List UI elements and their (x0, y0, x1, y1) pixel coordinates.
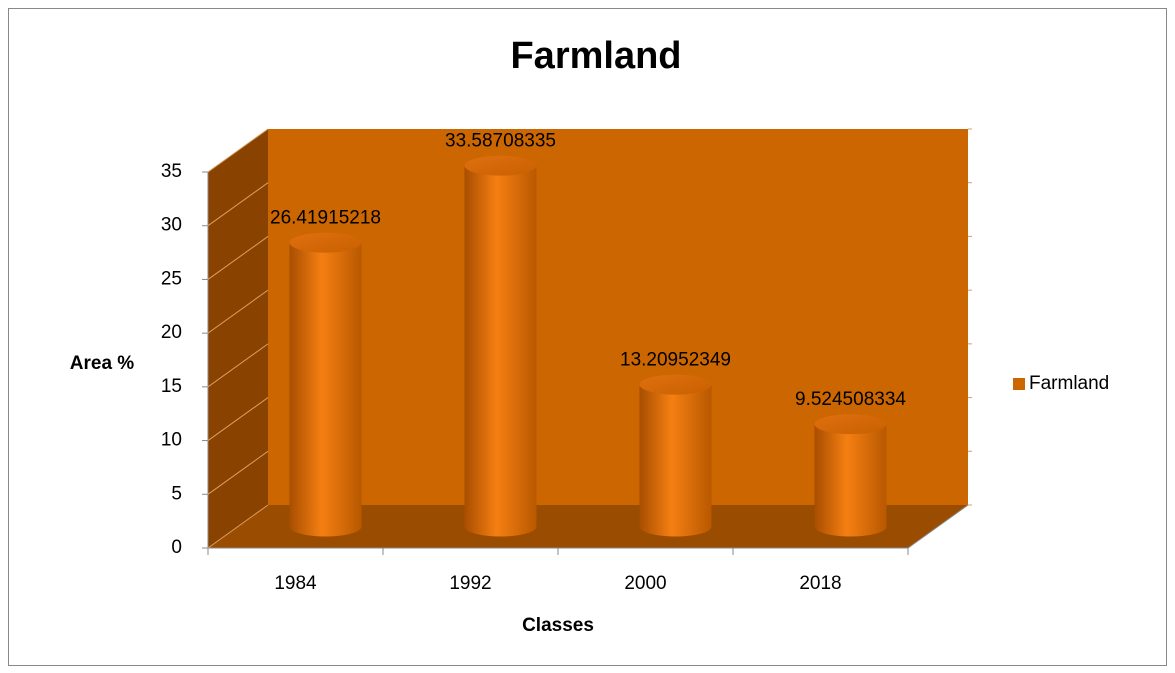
bar-top (289, 232, 362, 253)
bar (289, 242, 362, 537)
data-label: 9.524508334 (795, 389, 906, 410)
x-tick-label: 2000 (624, 573, 666, 594)
floor (208, 505, 968, 548)
bar (464, 165, 537, 537)
chart-title: Farmland (510, 35, 681, 77)
bar-top (814, 414, 887, 435)
x-axis-label: Classes (522, 615, 594, 636)
back-wall (268, 129, 968, 505)
y-tick-label: 15 (161, 376, 182, 397)
grid-line (207, 343, 269, 388)
y-tick-label: 0 (171, 537, 182, 558)
x-tick-label: 2018 (799, 573, 841, 594)
y-tick-label: 10 (161, 430, 182, 451)
legend-swatch (1013, 378, 1025, 390)
x-tick-label: 1984 (274, 573, 317, 594)
y-tick-label: 20 (161, 322, 182, 343)
data-label: 33.58708335 (445, 131, 556, 152)
bar-top (464, 155, 537, 176)
y-tick-label: 25 (161, 268, 182, 289)
data-label: 26.41915218 (270, 208, 381, 229)
grid-line (207, 128, 269, 173)
bar (639, 384, 712, 537)
side-wall (208, 129, 268, 548)
grid-line (207, 182, 269, 227)
y-tick-label: 30 (161, 215, 182, 236)
grid-line (207, 236, 269, 280)
grid-line (207, 504, 269, 549)
legend-label: Farmland (1029, 373, 1109, 394)
y-tick-label: 35 (161, 161, 182, 182)
bar (814, 424, 887, 537)
x-tick-label: 1992 (449, 573, 491, 594)
data-label: 13.20952349 (620, 350, 731, 371)
y-axis-label: Area % (70, 353, 135, 374)
bar-top (639, 374, 712, 395)
y-tick-label: 5 (171, 483, 182, 504)
grid-line (207, 289, 269, 334)
grid-line (207, 450, 269, 495)
grid-line (207, 397, 269, 441)
